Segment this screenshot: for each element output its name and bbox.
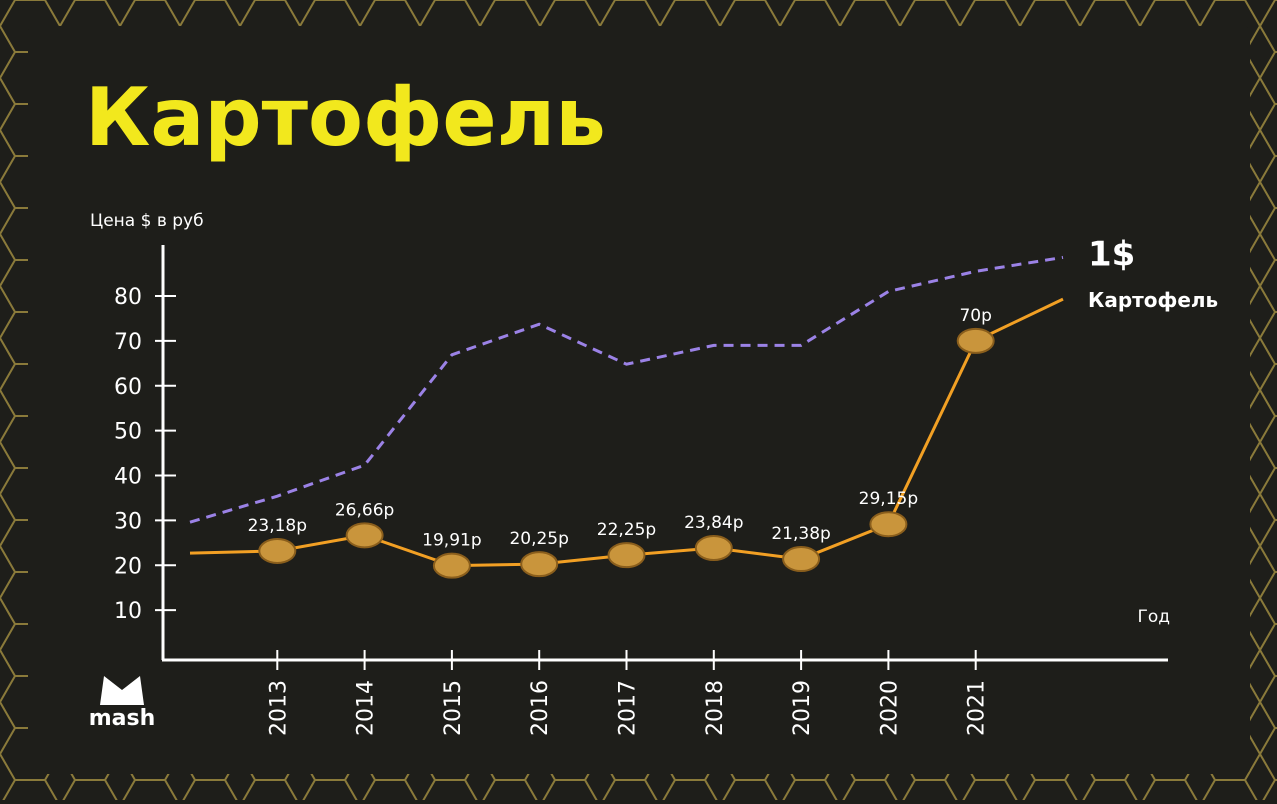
- x-tick-label: 2017: [616, 680, 641, 736]
- chart-title: Картофель: [85, 71, 606, 164]
- y-tick-label: 70: [114, 330, 142, 355]
- value-label: 20,25р: [509, 529, 568, 549]
- value-label: 19,91р: [422, 531, 481, 551]
- x-tick-label: 2015: [441, 680, 466, 736]
- potato-marker: [345, 522, 384, 549]
- legend-label: Картофель: [1088, 288, 1218, 312]
- y-tick-label: 20: [114, 554, 142, 579]
- value-label: 21,38р: [771, 524, 830, 544]
- value-label: 70р: [959, 306, 991, 326]
- y-axis-label: Цена $ в руб: [90, 211, 204, 231]
- y-tick-label: 60: [114, 375, 142, 400]
- potato-marker: [782, 546, 821, 573]
- series-line: [189, 255, 1064, 524]
- value-label: 22,25р: [597, 520, 656, 540]
- y-tick-label: 10: [114, 599, 142, 624]
- y-tick-label: 80: [114, 285, 142, 310]
- x-tick-label: 2014: [354, 680, 379, 736]
- potato-marker: [520, 551, 559, 578]
- y-tick-label: 40: [114, 465, 142, 490]
- x-axis-label: Год: [1137, 607, 1170, 627]
- value-label: 26,66р: [335, 500, 394, 520]
- x-tick-label: 2016: [528, 680, 553, 736]
- potato-marker: [694, 535, 733, 562]
- x-tick-label: 2013: [266, 680, 291, 736]
- potato-marker: [956, 327, 995, 354]
- logo: mash: [89, 706, 156, 731]
- potato-marker: [432, 552, 471, 579]
- logo-icon: [100, 676, 144, 705]
- legend-label: 1$: [1088, 234, 1135, 274]
- y-tick-label: 30: [114, 509, 142, 534]
- value-label: 23,84р: [684, 513, 743, 533]
- x-tick-label: 2018: [703, 680, 728, 736]
- value-label: 23,18р: [248, 516, 307, 536]
- panel: [28, 26, 1250, 774]
- potato-marker: [607, 542, 646, 569]
- x-tick-label: 2019: [790, 680, 815, 736]
- potato-marker: [869, 511, 908, 538]
- potato-marker: [258, 537, 297, 564]
- y-tick-label: 50: [114, 420, 142, 445]
- value-label: 29,15р: [859, 489, 918, 509]
- x-tick-label: 2021: [965, 680, 990, 736]
- x-tick-label: 2020: [877, 680, 902, 736]
